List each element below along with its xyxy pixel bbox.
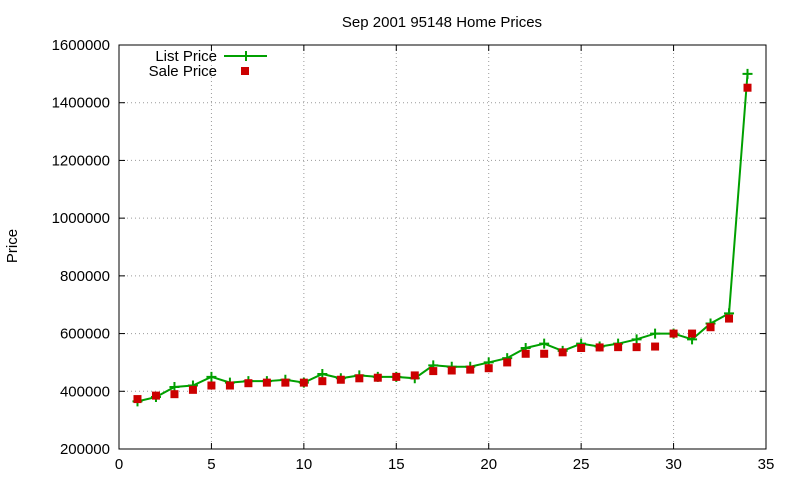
y-tick-label: 1000000 bbox=[52, 210, 110, 227]
plot-frame bbox=[118, 44, 767, 450]
grid bbox=[119, 45, 766, 449]
sale-price-point bbox=[725, 314, 734, 323]
sale-price-point bbox=[244, 379, 253, 388]
axis-ticks: 0 5 10 15 20 25 30 35 200000 400000 600000 800000 10… bbox=[52, 37, 775, 473]
x-tick-label: 15 bbox=[388, 456, 405, 473]
sale-price-point bbox=[447, 366, 456, 375]
sale-price-point bbox=[318, 377, 327, 386]
sale-price-point bbox=[151, 391, 160, 400]
sale-price-point bbox=[170, 390, 179, 399]
series bbox=[132, 68, 753, 407]
y-tick-label: 1600000 bbox=[52, 37, 110, 54]
legend-marker-list-price bbox=[241, 51, 251, 61]
sale-price-point bbox=[281, 378, 290, 387]
list-price-line bbox=[137, 73, 749, 403]
y-tick-label: 1400000 bbox=[52, 95, 110, 112]
list-price-point bbox=[206, 371, 217, 382]
sale-price-point bbox=[540, 349, 549, 358]
list-price-point bbox=[742, 68, 753, 79]
sale-price-point bbox=[225, 381, 234, 390]
sale-price-point bbox=[651, 342, 660, 351]
sale-price-point bbox=[521, 349, 530, 358]
sale-price-point bbox=[595, 343, 604, 352]
sale-price-point bbox=[392, 372, 401, 381]
sale-price-point bbox=[429, 367, 438, 376]
chart-title: Sep 2001 95148 Home Prices bbox=[342, 14, 542, 31]
legend-marker-sale-price bbox=[241, 67, 249, 75]
sale-price-point bbox=[706, 323, 715, 332]
y-axis-label: Price bbox=[4, 229, 21, 263]
sale-price-point bbox=[614, 343, 623, 352]
y-tick-label: 200000 bbox=[60, 441, 110, 458]
legend-label-list-price: List Price bbox=[155, 48, 217, 65]
sale-price-point bbox=[669, 329, 678, 338]
sale-price-point bbox=[188, 385, 197, 394]
sale-price-point bbox=[299, 378, 308, 387]
sale-price-point bbox=[558, 348, 567, 357]
sale-price-point bbox=[503, 358, 512, 367]
x-tick-label: 35 bbox=[758, 456, 775, 473]
sale-price-point bbox=[577, 344, 586, 352]
y-tick-label: 800000 bbox=[60, 268, 110, 285]
sale-price-point bbox=[355, 374, 364, 383]
sale-price-point bbox=[466, 365, 475, 374]
list-price-point bbox=[539, 338, 550, 349]
sale-price-point bbox=[688, 329, 697, 338]
sale-price-point bbox=[133, 395, 142, 404]
legend: List Price Sale Price bbox=[149, 48, 267, 80]
x-tick-label: 20 bbox=[480, 456, 497, 473]
list-price-point bbox=[631, 334, 642, 345]
sale-price-point bbox=[632, 343, 641, 352]
list-price-point bbox=[650, 328, 661, 339]
sale-price-point bbox=[262, 378, 271, 387]
y-tick-label: 400000 bbox=[60, 383, 110, 400]
sale-price-point bbox=[484, 364, 493, 373]
sale-price-point bbox=[410, 371, 419, 380]
x-tick-label: 0 bbox=[115, 456, 123, 473]
x-tick-label: 10 bbox=[296, 456, 313, 473]
y-tick-label: 1200000 bbox=[52, 152, 110, 169]
sale-price-point bbox=[743, 83, 752, 92]
sale-price-point bbox=[373, 373, 382, 382]
y-tick-label: 600000 bbox=[60, 326, 110, 343]
x-tick-label: 30 bbox=[665, 456, 682, 473]
sale-price-point bbox=[336, 375, 345, 384]
sale-price-point bbox=[207, 381, 216, 390]
legend-label-sale-price: Sale Price bbox=[149, 63, 217, 80]
x-tick-label: 25 bbox=[573, 456, 590, 473]
x-tick-label: 5 bbox=[207, 456, 215, 473]
